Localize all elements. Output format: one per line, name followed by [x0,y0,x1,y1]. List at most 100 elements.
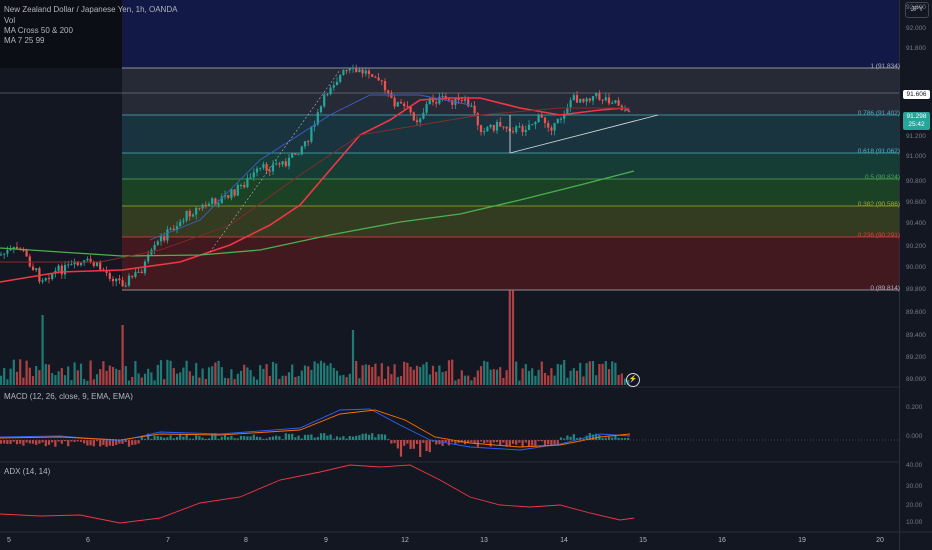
macd-legend[interactable]: MACD (12, 26, close, 9, EMA, EMA) [4,392,133,401]
macd-histogram-bar [291,433,294,440]
volume-bar [591,360,595,385]
ma-legend[interactable]: MA 7 25 99 [4,36,45,45]
time-tick: 15 [639,537,647,544]
macd-histogram-bar [617,437,620,440]
macd-histogram-bar [252,434,255,440]
macd-histogram-bar [111,440,115,446]
volume-bar [556,364,559,385]
macd-histogram-bar [566,435,569,440]
candle [73,261,76,265]
volume-bar [559,364,563,385]
fib-level-label: 0.618 (91.062) [857,148,900,155]
volume-bar [236,373,239,385]
candle [380,80,383,82]
price-tick: 89.800 [906,286,926,293]
volume-bar [569,370,572,385]
macd-histogram-bar [364,433,367,440]
candle [35,268,38,271]
volume-bar [217,360,220,385]
volume-bar [419,366,422,385]
macd-histogram-bar [505,440,508,447]
volume-bar [198,377,201,385]
candle [547,123,550,128]
candle [409,106,412,113]
volume-bar [447,360,451,385]
macd-histogram-bar [175,436,179,440]
volume-bar [307,366,310,385]
macd-histogram-bar [444,440,447,443]
candle [15,246,19,249]
ma99-line [0,107,630,263]
candle [70,264,73,266]
macd-histogram-bar [425,440,428,452]
vol-legend[interactable]: Vol [4,16,16,25]
volume-bar [332,367,335,385]
volume-bar [227,378,230,385]
volume-bar [428,374,431,385]
symbol-title[interactable]: New Zealand Dollar / Japanese Yen, 1h, O… [4,5,178,14]
candle [6,250,9,254]
candle [367,70,371,75]
macd-histogram-bar [147,433,150,440]
candle [550,127,553,131]
volume-bar [275,363,278,385]
adx-legend[interactable]: ADX (14, 14) [4,467,51,476]
fib-band [122,68,900,115]
candle [3,253,6,255]
macd-histogram-bar [351,436,355,440]
volume-bar [57,371,60,385]
macd-histogram-bar [326,435,329,440]
volume-bar [159,360,163,385]
candle [351,67,355,69]
candle [623,110,627,112]
price-tick: 90.000 [906,264,926,271]
volume-bar [537,369,540,385]
volume-bar [383,378,387,385]
candle [291,153,294,158]
candle [271,164,275,172]
volume-bar [310,369,313,385]
volume-bar [303,365,307,385]
volume-bar [425,362,428,385]
candle [201,204,204,209]
macd-histogram-bar [585,435,588,440]
macd-histogram-bar [342,436,345,440]
macd-histogram-bar [182,436,185,440]
lightning-icon[interactable]: ⚡ [626,373,640,387]
macd-histogram-bar [572,434,575,440]
macd-histogram-bar [198,436,201,440]
volume-bar [127,380,131,385]
candle [243,184,246,188]
candle [217,203,220,205]
candle [99,262,102,270]
candle [335,81,339,86]
macd-histogram-bar [323,433,326,440]
macd-histogram-bar [393,440,396,444]
ma25-line [149,94,471,241]
macd-histogram-bar [143,438,147,440]
price-tick: 89.200 [906,354,926,361]
volume-bar [435,371,438,385]
candle [422,112,425,119]
volume-bar [380,363,383,385]
candle [166,229,169,241]
volume-bar [457,378,460,385]
macd-histogram-bar [627,437,630,440]
candle [153,244,156,250]
macd-histogram-bar [518,440,521,443]
volume-bar [406,362,409,385]
volume-bar [543,372,547,385]
volume-bar [412,369,415,385]
candle [89,258,92,262]
candle [92,261,95,266]
candle [57,265,60,271]
currency-button[interactable]: JPY [905,2,929,18]
macd-histogram-bar [479,440,483,442]
ma-cross-legend[interactable]: MA Cross 50 & 200 [4,26,73,35]
candle [204,204,207,207]
volume-bar [195,363,198,385]
macd-histogram-bar [211,433,214,440]
macd-histogram-bar [118,440,121,444]
price-axis[interactable] [899,0,932,550]
